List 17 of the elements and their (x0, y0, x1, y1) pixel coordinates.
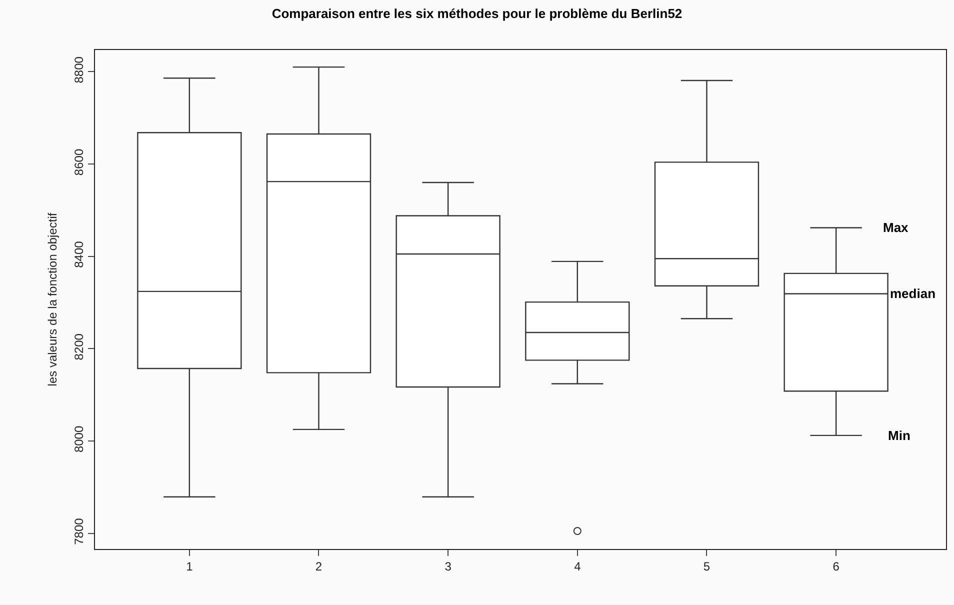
chart-title: Comparaison entre les six méthodes pour le problème du Berlin52 (272, 6, 682, 22)
annotation: Max (883, 220, 910, 235)
y-axis-title: les valeurs de la fonction objectif (46, 212, 60, 386)
annotation: median (890, 286, 936, 301)
y-tick-label: 8600 (72, 148, 86, 176)
y-tick-label: 8200 (72, 333, 86, 360)
x-tick-label: 6 (832, 559, 840, 574)
y-tick-label: 8000 (72, 426, 86, 453)
x-tick-label: 1 (186, 559, 194, 574)
x-tick-label: 4 (574, 559, 582, 574)
x-tick-label: 5 (703, 559, 710, 574)
annotation: Min (888, 428, 910, 443)
x-tick-label: 3 (444, 559, 452, 574)
y-tick-label: 7800 (72, 518, 86, 545)
y-tick-label: 8400 (72, 240, 86, 268)
y-tick-label: 8800 (72, 56, 86, 84)
x-tick-label: 2 (315, 559, 322, 574)
